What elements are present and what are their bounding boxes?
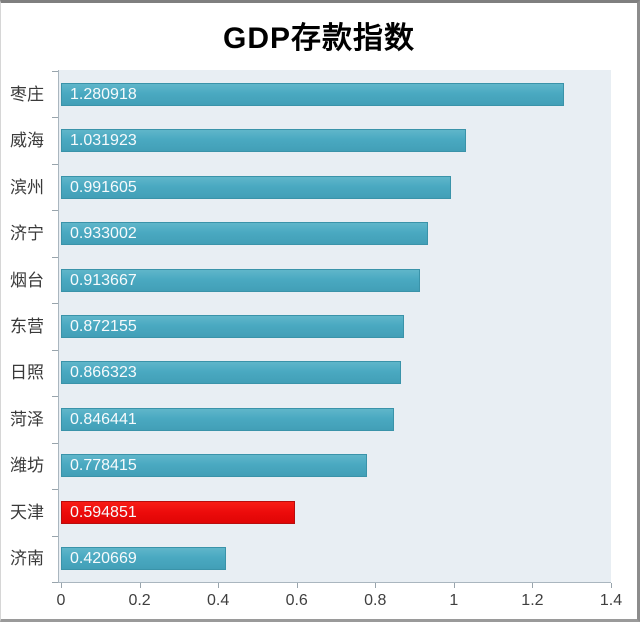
bar-value-label: 0.872155 xyxy=(70,318,137,335)
bar: 0.778415 xyxy=(61,454,367,478)
x-axis-tick xyxy=(61,583,62,588)
category-label: 济南 xyxy=(10,549,44,569)
bar: 0.872155 xyxy=(61,315,404,338)
y-axis-tick xyxy=(52,349,58,351)
bar: 0.420669 xyxy=(61,547,227,571)
x-axis-tick-label: 1.2 xyxy=(521,592,544,609)
bar-value-label: 0.420669 xyxy=(70,550,137,568)
bar-value-label: 0.913667 xyxy=(70,271,137,289)
y-axis-tick xyxy=(52,71,58,72)
x-axis-tick xyxy=(375,583,377,588)
bar: 1.280918 xyxy=(61,82,565,106)
bar-value-label: 0.866323 xyxy=(70,364,137,382)
category-label: 烟台 xyxy=(10,270,44,290)
y-axis-tick xyxy=(52,396,58,398)
bar-value-label: 0.778415 xyxy=(70,457,137,475)
y-axis-tick xyxy=(52,582,58,583)
x-axis-line xyxy=(58,582,611,583)
y-axis-tick xyxy=(52,303,58,305)
y-axis-line xyxy=(58,70,59,582)
y-axis-tick xyxy=(52,117,58,119)
category-label: 潍坊 xyxy=(10,456,44,476)
x-axis-tick-label: 0 xyxy=(56,592,66,609)
bar: 0.913667 xyxy=(61,268,420,292)
bar: 1.031923 xyxy=(61,129,467,153)
x-axis-tick-label: 0.6 xyxy=(285,592,308,609)
y-axis-tick xyxy=(52,489,58,491)
x-axis-tick-label: 1.4 xyxy=(599,592,623,609)
x-axis-tick-label: 0.4 xyxy=(207,592,230,609)
chart-title: GDP存款指数 xyxy=(222,22,415,55)
category-label: 枣庄 xyxy=(10,84,44,104)
bar-value-label: 1.031923 xyxy=(70,132,137,150)
bar: 0.866323 xyxy=(61,361,402,385)
category-label: 日照 xyxy=(10,363,44,383)
bar-value-label: 1.280918 xyxy=(70,85,137,103)
x-axis-tick-label: 0.2 xyxy=(128,592,151,609)
category-label: 济宁 xyxy=(10,224,44,244)
bar-value-label: 0.991605 xyxy=(70,178,137,196)
bar: 0.991605 xyxy=(61,175,451,199)
x-axis-tick xyxy=(453,583,455,588)
bar: 0.846441 xyxy=(61,407,394,431)
x-axis-tick xyxy=(611,583,612,588)
y-axis-tick xyxy=(52,163,58,165)
y-axis-tick xyxy=(52,210,58,212)
category-label: 滨州 xyxy=(10,177,44,197)
bar-value-label: 0.933002 xyxy=(70,225,137,243)
category-label: 威海 xyxy=(10,131,44,151)
y-axis-tick xyxy=(52,442,58,444)
bar: 0.594851 xyxy=(61,500,295,524)
bar-value-label: 0.846441 xyxy=(70,410,137,428)
bar-value-label: 0.594851 xyxy=(70,503,137,521)
category-label: 东营 xyxy=(10,317,44,336)
y-axis-tick xyxy=(52,256,58,258)
x-axis-tick xyxy=(296,583,298,588)
bar: 0.933002 xyxy=(61,222,428,246)
category-label: 天津 xyxy=(10,502,44,522)
x-axis-tick xyxy=(218,583,220,588)
category-label: 菏泽 xyxy=(10,409,44,429)
x-axis-tick xyxy=(532,583,534,588)
x-axis-tick xyxy=(139,583,141,588)
x-axis-tick-label: 0.8 xyxy=(364,592,387,609)
y-axis-tick xyxy=(52,535,58,537)
x-axis-tick-label: 1 xyxy=(449,592,459,609)
